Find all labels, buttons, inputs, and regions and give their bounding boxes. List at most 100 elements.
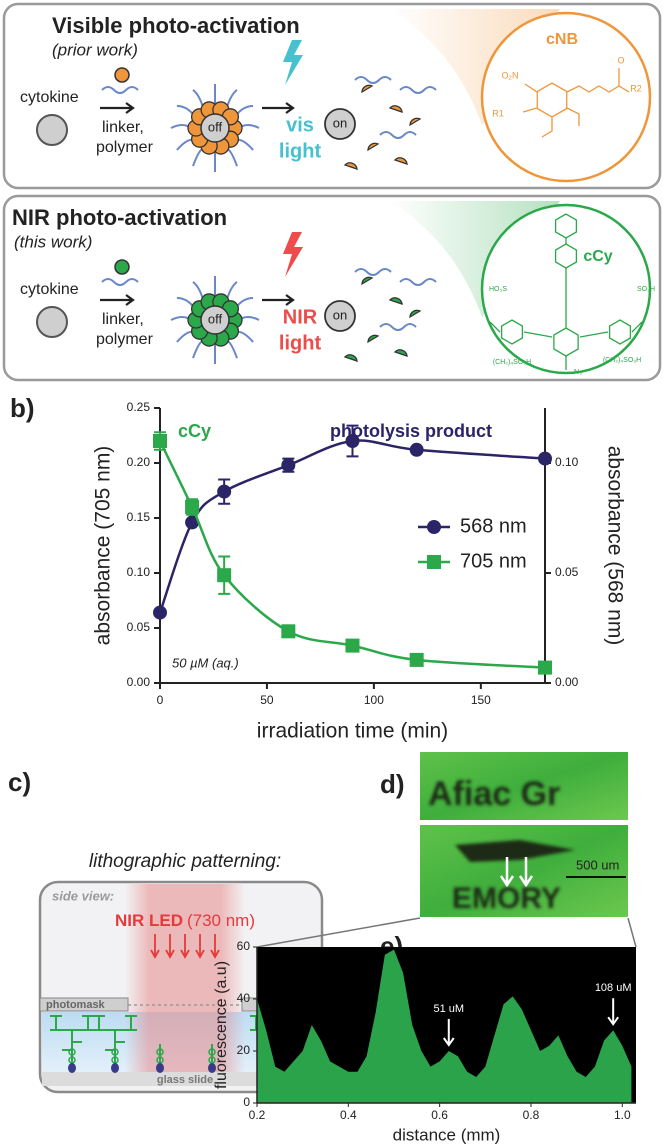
released-cytokine [324, 108, 356, 140]
fluorescence-image [420, 752, 628, 820]
polymer-chain [399, 86, 437, 94]
polymer-icon [101, 278, 139, 286]
light-label: light [279, 140, 322, 162]
zoom-lines [256, 917, 637, 948]
bonds [489, 238, 643, 370]
marker [281, 624, 296, 639]
on-label: on [333, 115, 347, 130]
light-arrow [195, 934, 205, 959]
atom-label: (CH₂)₄SO₃H [493, 359, 531, 366]
light-type: vis [286, 114, 314, 136]
marker [153, 605, 167, 620]
x-tick-label: 0.8 [523, 1108, 540, 1122]
fragment [409, 117, 422, 127]
axes [159, 408, 546, 684]
atom-label: O [617, 55, 624, 65]
fragment [388, 297, 403, 305]
panel-subtitle: (this work) [14, 232, 92, 251]
white-arrow [499, 857, 515, 888]
marker [409, 442, 424, 457]
fragment [409, 309, 422, 319]
atom-label: HO₃S [489, 286, 507, 293]
marker [345, 434, 360, 448]
nanoparticle-core [200, 305, 230, 335]
anchor [68, 1063, 76, 1073]
marker [153, 434, 167, 448]
annotation-arrow [442, 1019, 455, 1047]
cytokine-label: cytokine [20, 89, 79, 106]
polymer-chain [379, 323, 417, 331]
y2-tick-label: 0.10 [555, 455, 579, 469]
led-beam [125, 884, 245, 1074]
annotation: cCy [178, 421, 211, 441]
lightning [283, 40, 303, 85]
linker-icon [114, 259, 130, 275]
polymer-chain [399, 278, 437, 286]
pattern-text: EMORY [452, 882, 561, 915]
atom-label: O₂N [502, 70, 519, 80]
x-tick-label: 50 [260, 693, 274, 707]
atom-label: N₃ [574, 369, 582, 376]
fragment [388, 105, 403, 113]
marker [409, 652, 424, 667]
ring [500, 319, 524, 345]
y2-tick-label: 0.05 [555, 565, 579, 579]
y2-tick-label: 0.00 [555, 675, 579, 689]
y-tick-label: 60 [237, 939, 251, 953]
annotation-arrow [607, 998, 619, 1026]
atom-label: (CH₂)₄SO₃H [603, 357, 641, 364]
y2-axis-title: absorbance (568 nm) [603, 446, 626, 646]
linker-label: linker, [102, 119, 144, 136]
panel-title: Visible photo-activation [52, 13, 300, 38]
arrow [262, 294, 295, 306]
ring [608, 319, 632, 345]
anchor [111, 1063, 119, 1073]
legend-marker [427, 555, 441, 569]
polymer-icon [101, 86, 139, 94]
fluorescence-image [420, 825, 628, 917]
arrow [100, 102, 135, 114]
light-arrow [180, 934, 190, 959]
bonds [522, 68, 630, 138]
light-type: NIR [283, 306, 318, 328]
x-tick-label: 0.2 [249, 1108, 266, 1122]
arrow [262, 102, 295, 114]
marker [185, 515, 200, 530]
atom-label: R2 [630, 83, 642, 93]
annotation: 108 uM [595, 982, 632, 994]
off-label: off [208, 119, 223, 134]
y-tick-label: 0.10 [127, 565, 151, 579]
panel-label: b) [10, 393, 35, 423]
x-tick-label: 0 [157, 693, 164, 707]
slide-label: glass slide [157, 1074, 213, 1086]
y-tick-label: 20 [237, 1043, 251, 1057]
nanoparticle-core [200, 113, 230, 143]
marker [538, 451, 552, 466]
polymer-chain [354, 268, 392, 276]
marker [345, 638, 360, 653]
x-tick-label: 150 [471, 693, 491, 707]
on-label: on [333, 307, 347, 322]
panel-label: c) [8, 767, 31, 797]
x-tick-label: 1.0 [614, 1108, 631, 1122]
light-label: light [279, 332, 322, 354]
x-tick-label: 0.4 [340, 1108, 357, 1122]
pattern-text: Afiac Gr [428, 775, 560, 813]
led-name: NIR LED [115, 911, 183, 930]
linker-ring [156, 1048, 164, 1056]
marker [185, 500, 200, 514]
fragment [367, 334, 380, 344]
fragment [393, 349, 408, 357]
glass-slide [42, 1072, 320, 1086]
y-tick-label: 40 [237, 991, 251, 1005]
y-axis-title: fluorescence (a.u) [213, 961, 230, 1089]
lightning [283, 232, 303, 277]
anchor [208, 1063, 216, 1073]
scale-label: 500 um [576, 857, 619, 872]
cytokine [36, 306, 68, 338]
molecule-name: cCy [583, 248, 612, 265]
y-axis-title: absorbance (705 nm) [92, 446, 115, 646]
view-label: side view: [52, 888, 114, 903]
led-wavelength: (730 nm) [187, 911, 255, 930]
